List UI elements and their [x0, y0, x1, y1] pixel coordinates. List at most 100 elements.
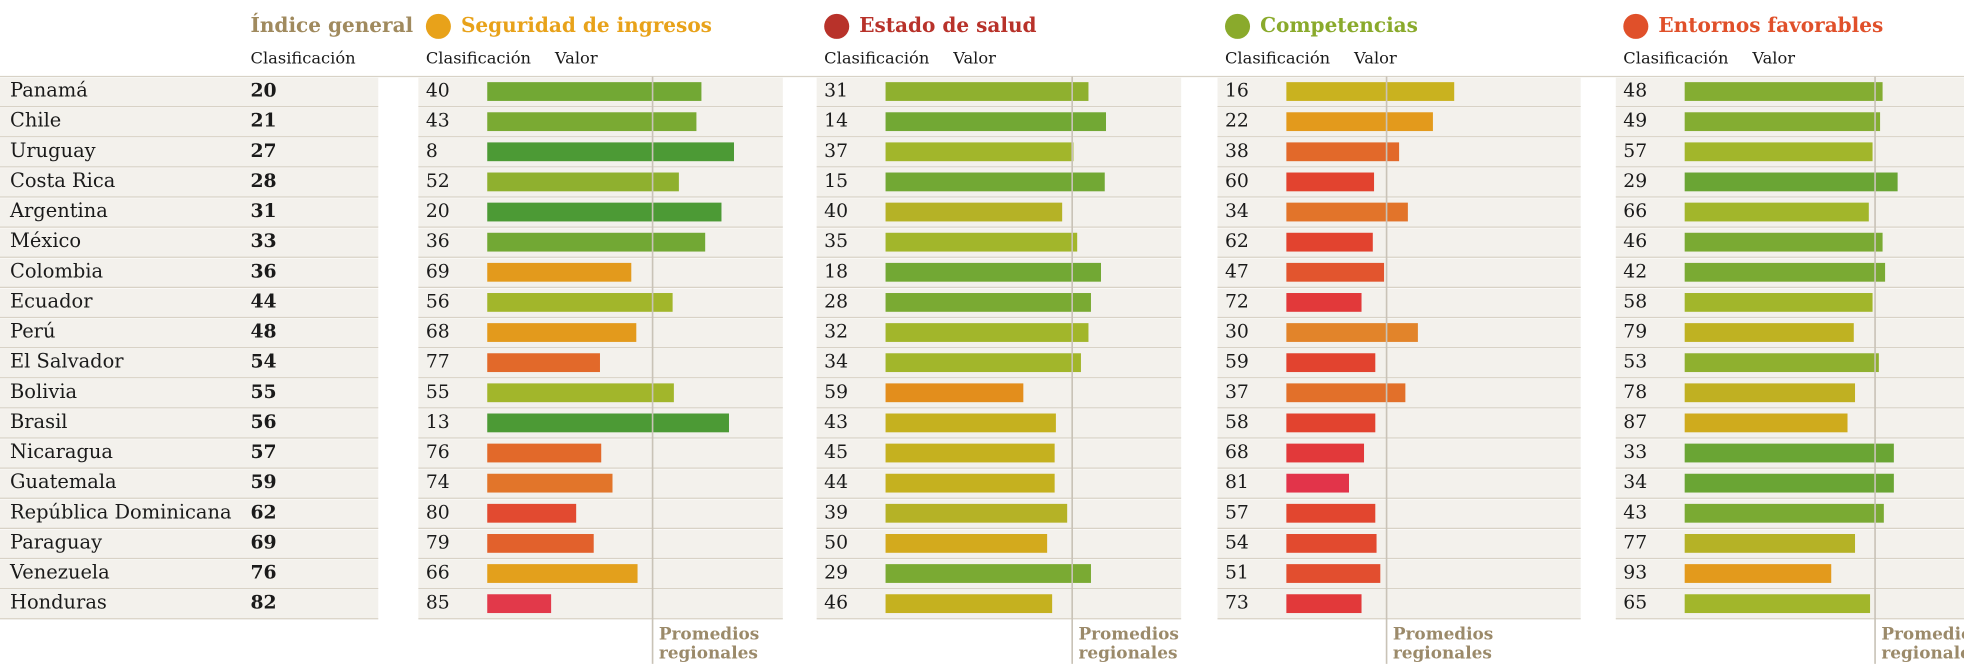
value-bar: [1684, 383, 1856, 403]
country-name: México: [10, 229, 81, 252]
value-bar: [1286, 202, 1408, 222]
value-header: Valor: [1751, 48, 1795, 67]
row-band: [0, 529, 379, 559]
country-name: Honduras: [10, 591, 107, 614]
value-bar: [1684, 594, 1871, 614]
section-rank: 80: [426, 502, 450, 523]
value-bar: [487, 413, 729, 433]
general-rank: 56: [251, 411, 277, 433]
value-bar: [1286, 353, 1376, 373]
country-name: República Dominicana: [10, 500, 232, 523]
section-rank: 43: [426, 111, 450, 132]
section-rank: 51: [1225, 563, 1249, 584]
section-rank: 62: [1225, 231, 1249, 252]
value-bar: [1286, 172, 1375, 192]
value-bar: [487, 232, 706, 252]
section-rank: 40: [426, 81, 450, 102]
value-bar: [1684, 353, 1879, 373]
section-rank: 44: [824, 472, 848, 493]
value-bar: [885, 262, 1101, 282]
value-bar: [487, 383, 674, 403]
section-rank: 34: [1225, 201, 1249, 222]
value-bar: [1286, 443, 1365, 463]
section-rank: 28: [824, 291, 848, 312]
section-rank: 81: [1225, 472, 1249, 493]
row-band: [1217, 258, 1581, 288]
general-rank: 20: [251, 80, 277, 102]
general-rank: 44: [251, 290, 277, 312]
row-band: [418, 589, 783, 619]
section-rank: 53: [1623, 352, 1647, 373]
section-icon: [1224, 13, 1251, 39]
average-label: regionales: [659, 642, 758, 662]
value-bar: [885, 323, 1089, 342]
value-bar: [487, 82, 702, 101]
row-band: [0, 409, 379, 438]
general-rank: 28: [251, 170, 277, 192]
section-rank: 16: [1225, 81, 1249, 102]
value-bar: [885, 564, 1091, 583]
value-bar: [885, 594, 1053, 614]
average-label: regionales: [1881, 642, 1964, 662]
section-rank: 87: [1623, 412, 1647, 433]
value-header: Valor: [554, 48, 598, 67]
value-bar: [885, 534, 1048, 553]
general-subtitle: Clasificación: [251, 48, 357, 67]
value-bar: [1684, 142, 1873, 162]
section-rank: 59: [824, 382, 848, 403]
section-rank: 22: [1225, 111, 1249, 132]
row-band: [1217, 469, 1581, 499]
section-rank: 85: [426, 593, 450, 614]
value-bar: [885, 112, 1107, 132]
value-bar: [1286, 413, 1376, 433]
row-band: [1217, 228, 1581, 258]
section-rank: 73: [1225, 593, 1249, 614]
general-rank: 82: [251, 592, 277, 614]
country-name: Colombia: [10, 259, 103, 282]
value-bar: [1286, 142, 1400, 162]
general-rank: 57: [251, 441, 277, 463]
section-rank: 68: [426, 322, 450, 343]
value-bar: [487, 323, 637, 342]
section-rank: 77: [426, 352, 450, 373]
general-rank: 59: [251, 471, 277, 493]
section-rank: 76: [426, 442, 450, 463]
section-rank: 54: [1225, 532, 1249, 553]
value-bar: [1286, 82, 1455, 101]
value-bar: [1286, 112, 1433, 132]
section-icon: [1623, 13, 1649, 39]
value-bar: [1286, 383, 1406, 403]
row-band: [1217, 348, 1581, 378]
section-rank: 46: [1623, 231, 1647, 252]
value-bar: [885, 353, 1081, 373]
row-band: [0, 378, 379, 408]
row-band: [1217, 499, 1581, 529]
section-rank: 34: [1623, 472, 1647, 493]
section-rank: 58: [1225, 412, 1249, 433]
section-rank: 29: [824, 563, 848, 584]
section-rank: 55: [426, 382, 450, 403]
row-band: [0, 559, 379, 589]
section-rank: 42: [1623, 261, 1647, 282]
average-label: Promedios: [1881, 624, 1964, 644]
value-bar: [1684, 564, 1832, 583]
row-band: [0, 439, 379, 469]
section-rank: 36: [426, 231, 450, 252]
value-bar: [1684, 323, 1854, 342]
average-label: Promedios: [659, 624, 760, 644]
country-name: Argentina: [9, 199, 108, 222]
value-bar: [487, 172, 679, 192]
general-rank: 54: [251, 351, 277, 373]
value-bar: [1286, 323, 1418, 342]
section-rank: 74: [426, 472, 450, 493]
value-bar: [1684, 443, 1894, 463]
row-band: [1217, 409, 1581, 438]
section-title: Competencias: [1260, 13, 1418, 37]
section-title: Entornos favorables: [1658, 13, 1883, 37]
value-bar: [1684, 473, 1894, 493]
general-rank: 55: [251, 381, 277, 403]
section-rank: 50: [824, 532, 848, 553]
row-band: [0, 107, 379, 137]
section-rank: 72: [1225, 291, 1249, 312]
